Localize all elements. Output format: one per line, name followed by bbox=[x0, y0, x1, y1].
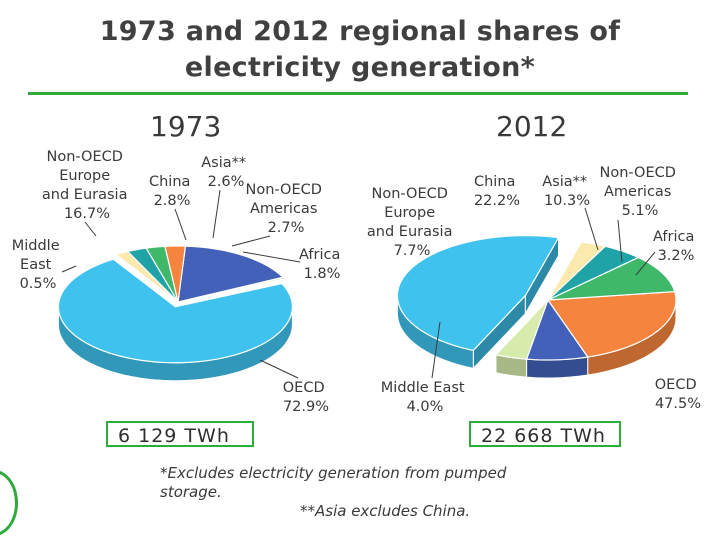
pie-2012-slice-oecd bbox=[396, 234, 560, 352]
leader-2012-asia bbox=[584, 207, 599, 251]
label-1973-china: China 2.8% bbox=[149, 174, 195, 209]
chart-title: 1973 and 2012 regional shares of electri… bbox=[0, 14, 720, 86]
pie-2012-slice-non-oecd-europe-and-eurasia bbox=[525, 298, 589, 361]
leader-2012-middle-east bbox=[431, 321, 441, 379]
pie-2012 bbox=[396, 234, 677, 379]
leader-2012-americas bbox=[617, 219, 623, 263]
pie-1973-slice-africa bbox=[114, 250, 179, 303]
year-1973-heading: 1973 bbox=[150, 110, 222, 143]
label-2012-china: China 22.2% bbox=[474, 174, 520, 209]
title-line-1: 1973 and 2012 regional shares of bbox=[99, 16, 621, 47]
leader-2012-africa bbox=[635, 251, 656, 276]
footnotes: *Excludes electricity generation from pu… bbox=[150, 464, 570, 521]
pie-2012-slice-africa bbox=[547, 241, 607, 301]
leader-1973-oecd bbox=[259, 359, 299, 379]
pie-2012-slice-asia bbox=[547, 256, 676, 301]
total-1973-box: 6 129 TWh bbox=[106, 421, 254, 447]
label-1973-africa: Africa 1.8% bbox=[299, 247, 345, 282]
label-2012-asia: Asia** 10.3% bbox=[542, 174, 592, 209]
pie-1973-slice-non-oecd-europe-and-eurasia bbox=[177, 245, 285, 303]
pie-1973-slice-oecd bbox=[57, 258, 294, 364]
label-1973-middle-east: Middle East 0.5% bbox=[12, 238, 65, 292]
label-1973-americas: Non-OECD Americas 2.7% bbox=[245, 182, 326, 236]
pie-2012-slice-non-oecd-americas bbox=[547, 245, 640, 301]
title-divider bbox=[28, 92, 688, 95]
label-2012-neu: Non-OECD Europe and Eurasia 7.7% bbox=[367, 186, 457, 259]
label-1973-neu: Non-OECD Europe and Eurasia 16.7% bbox=[42, 149, 132, 222]
year-2012-heading: 2012 bbox=[496, 110, 568, 143]
total-2012-box: 22 668 TWh bbox=[469, 421, 621, 447]
leader-1973-americas bbox=[231, 235, 271, 247]
footnote-pumped-storage: *Excludes electricity generation from pu… bbox=[160, 464, 507, 501]
leader-1973-africa bbox=[242, 251, 301, 263]
label-2012-middle-east: Middle East 4.0% bbox=[381, 380, 469, 415]
label-2012-africa: Africa 3.2% bbox=[653, 229, 699, 264]
leader-1973-neu bbox=[84, 221, 97, 237]
label-2012-oecd: OECD 47.5% bbox=[655, 377, 701, 412]
leader-1973-middle-east bbox=[61, 265, 77, 273]
label-2012-americas: Non-OECD Americas 5.1% bbox=[599, 165, 680, 219]
pie-1973 bbox=[57, 245, 294, 382]
leader-1973-china bbox=[174, 208, 187, 241]
labels-1973: Non-OECD Europe and Eurasia 16.7% China … bbox=[12, 149, 345, 415]
pie-2012-slice-china bbox=[546, 290, 677, 358]
title-line-2: electricity generation* bbox=[184, 52, 536, 83]
labels-2012: Non-OECD Europe and Eurasia 7.7% China 2… bbox=[367, 165, 701, 415]
leader-1973-asia bbox=[212, 189, 221, 239]
pie-2012-slice-middle-east bbox=[494, 299, 549, 360]
label-1973-asia: Asia** 2.6% bbox=[201, 155, 251, 190]
label-1973-oecd: OECD 72.9% bbox=[283, 380, 329, 415]
footnote-asia: **Asia excludes China. bbox=[300, 502, 471, 520]
